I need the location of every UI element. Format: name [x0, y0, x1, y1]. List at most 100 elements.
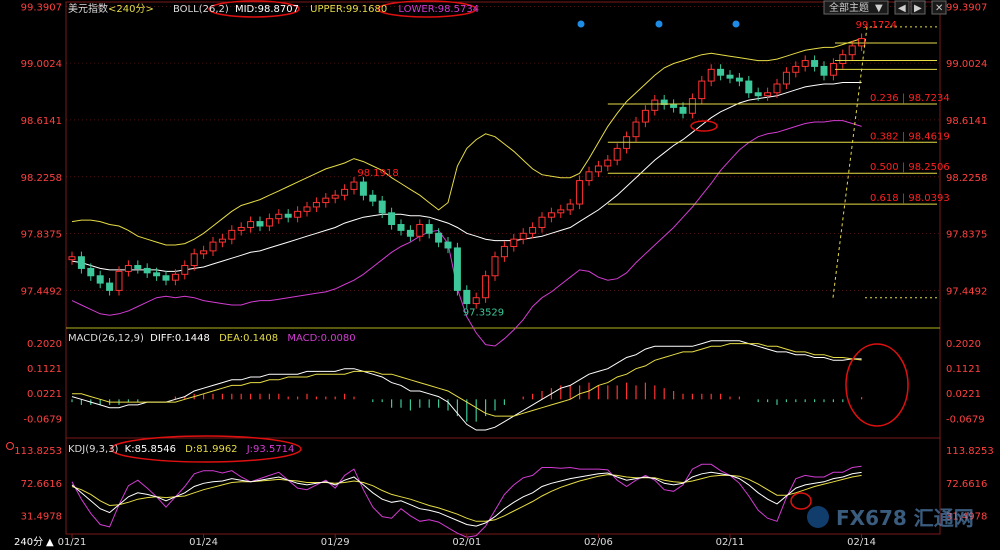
- candle-body: [303, 206, 311, 212]
- kdj-settings-icon[interactable]: [6, 442, 14, 450]
- dropdown-arrow-icon: ▼: [875, 3, 883, 14]
- kdj-k-line: [71, 471, 862, 527]
- candle-body: [782, 71, 790, 85]
- watermark-text: FX678 汇通网: [836, 506, 974, 530]
- price-tick-label-right: 97.8375: [946, 230, 987, 241]
- candle-body: [500, 245, 508, 258]
- boll-legend: BOLL(26,2) MID:98.8707 UPPER:99.1680 LOW…: [173, 4, 479, 15]
- candle-body: [275, 213, 283, 220]
- candle-body: [811, 60, 819, 67]
- candle-body: [858, 38, 866, 47]
- candle-body: [557, 209, 565, 214]
- x-tick-label: 01/21: [58, 537, 87, 548]
- candle-body: [453, 247, 461, 291]
- panel-frames: [65, 1, 941, 535]
- event-dot: [732, 20, 740, 28]
- x-tick-label: 01/29: [321, 537, 350, 548]
- candle-body: [613, 147, 621, 161]
- high-annotation: 99.1724: [856, 20, 897, 31]
- kdj-tick-label-right: 31.4978: [946, 511, 987, 522]
- candle-body: [190, 253, 198, 267]
- candle-body: [491, 256, 499, 277]
- plot-frame: [65, 1, 941, 535]
- prev-button[interactable]: [894, 0, 910, 15]
- chevron-left-icon: ◀: [898, 3, 906, 14]
- marker-ellipses: [110, 0, 909, 510]
- candle-body: [406, 229, 414, 237]
- x-axis-labels: 01/21 01/24 01/29 02/01 02/06 02/11 02/14: [58, 534, 876, 548]
- candle-body: [839, 54, 847, 64]
- candle-body: [209, 241, 217, 252]
- price-tick-label-right: 97.4492: [946, 287, 987, 298]
- event-dot: [577, 20, 585, 28]
- macd-cross-marker: [845, 343, 909, 427]
- theme-dropdown[interactable]: [823, 0, 889, 15]
- candle-body: [294, 210, 302, 218]
- close-icon: ✕: [935, 3, 943, 14]
- candle-body: [679, 106, 687, 114]
- candle-body: [754, 92, 762, 97]
- period-badge[interactable]: 240分: [14, 536, 43, 548]
- fib-level-label: 0.236 | 98.7234: [870, 93, 950, 104]
- candle-body: [717, 68, 725, 76]
- candle-body: [181, 265, 189, 275]
- candle-body: [359, 181, 367, 196]
- candle-body: [594, 165, 602, 173]
- candles: [68, 33, 866, 309]
- candle-body: [435, 232, 443, 243]
- fib-level-label: 0.500 | 98.2506: [870, 162, 950, 173]
- candle-body: [322, 197, 330, 204]
- candle-body: [106, 282, 114, 291]
- candle-body: [444, 241, 452, 249]
- kdj-tick-label-left: 113.8253: [14, 446, 62, 457]
- kdj-value-marker: [110, 435, 302, 463]
- kdj-tick-label-left: 72.6616: [21, 479, 62, 490]
- candle-body: [256, 221, 264, 227]
- watermark: FX678 汇通网: [807, 506, 974, 530]
- candle-body: [773, 83, 781, 94]
- candle-body: [200, 250, 208, 255]
- candle-body: [547, 212, 555, 218]
- watermark-logo: [807, 506, 829, 528]
- macd-diff-line: [71, 340, 862, 431]
- candle-body: [341, 188, 349, 196]
- candle-body: [698, 80, 706, 100]
- kdj-tick-label-right: 72.6616: [946, 479, 987, 490]
- price-tick-label-left: 97.8375: [21, 230, 62, 241]
- x-tick-label: 02/01: [452, 537, 481, 548]
- theme-toolbar[interactable]: 全部主题 ▼ ◀ ▶ ✕: [823, 0, 947, 15]
- macd-tick-label-right: 0.0221: [946, 389, 981, 400]
- macd-legend: MACD(26,12,9) DIFF:0.1448 DEA:0.1408 MAC…: [68, 333, 356, 344]
- candle-body: [134, 265, 142, 269]
- price-gridlines: [66, 5, 940, 291]
- candle-body: [369, 194, 377, 202]
- candle-body: [68, 256, 76, 261]
- macd-series: [71, 340, 863, 431]
- price-tick-label-right: 99.3907: [946, 2, 987, 13]
- candle-body: [566, 203, 574, 211]
- x-tick-label: 02/06: [584, 537, 613, 548]
- boll-lines: [71, 38, 862, 347]
- candle-body: [171, 273, 179, 281]
- kdj-series: [71, 463, 862, 538]
- macd-tick-label-right: 0.2020: [946, 339, 981, 350]
- close-button[interactable]: [931, 0, 947, 15]
- candle-body: [707, 68, 715, 82]
- candle-body: [792, 65, 800, 73]
- candle-body: [284, 213, 292, 218]
- price-tick-label-left: 98.2258: [21, 173, 62, 184]
- candle-body: [265, 218, 273, 227]
- boll-mid-line: [71, 82, 862, 272]
- candle-body: [416, 224, 424, 237]
- candle-body: [388, 212, 396, 226]
- candle-body: [247, 221, 255, 228]
- next-button[interactable]: [910, 0, 926, 15]
- price-tick-label-left: 99.3907: [21, 2, 62, 13]
- x-tick-label: 01/24: [189, 537, 218, 548]
- macd-tick-label-left: 0.0221: [27, 389, 62, 400]
- price-annotations: 99.1724 98.1918 97.3529: [357, 20, 897, 318]
- candle-body: [764, 92, 772, 97]
- price-tick-label-right: 98.6141: [946, 116, 987, 127]
